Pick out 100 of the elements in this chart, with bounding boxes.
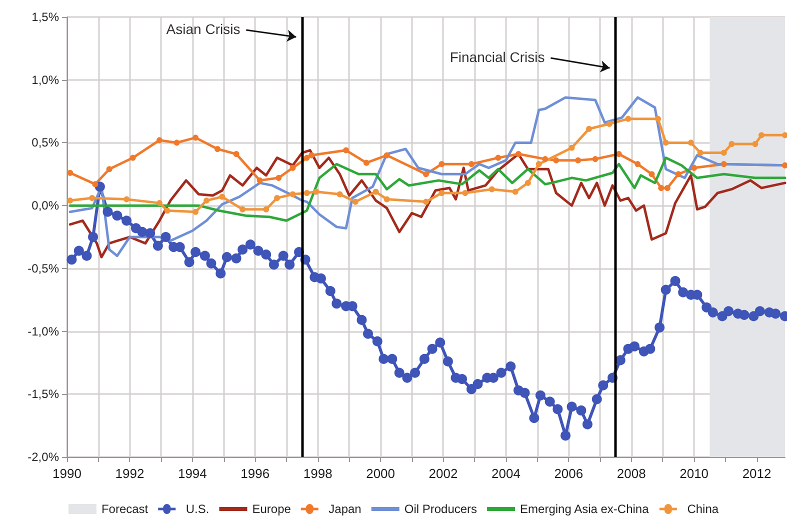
point bbox=[423, 198, 429, 205]
x-tick-label: 1998 bbox=[303, 466, 332, 481]
y-tick-label: 0,0% bbox=[32, 198, 60, 213]
x-tick-label: 1996 bbox=[240, 466, 270, 481]
point bbox=[728, 140, 735, 147]
point bbox=[592, 156, 598, 162]
point bbox=[662, 140, 669, 146]
point bbox=[648, 171, 655, 178]
line-series bbox=[68, 156, 786, 222]
point bbox=[438, 190, 445, 196]
point bbox=[313, 188, 320, 195]
point bbox=[336, 191, 343, 198]
point bbox=[363, 160, 370, 166]
legend-label: Emerging Asia ex-China bbox=[520, 502, 650, 516]
point bbox=[256, 177, 263, 184]
point bbox=[697, 150, 704, 156]
point bbox=[675, 171, 682, 178]
point bbox=[782, 132, 787, 138]
point bbox=[384, 196, 390, 202]
legend-label: Japan bbox=[328, 502, 362, 516]
point bbox=[263, 206, 270, 212]
point bbox=[352, 198, 358, 205]
point bbox=[720, 150, 727, 156]
point bbox=[89, 195, 96, 202]
point bbox=[214, 146, 220, 152]
point bbox=[524, 180, 531, 186]
annotation: Asian Crisis bbox=[166, 21, 240, 38]
point bbox=[782, 162, 787, 168]
point bbox=[290, 191, 296, 198]
x-tick-label: 1992 bbox=[115, 466, 144, 481]
point bbox=[488, 186, 495, 192]
point bbox=[462, 190, 468, 196]
point bbox=[192, 208, 199, 215]
point bbox=[343, 147, 350, 154]
y-tick-label: -0,5% bbox=[28, 261, 60, 276]
y-tick-label: -1,5% bbox=[28, 387, 60, 402]
point bbox=[536, 161, 542, 168]
point bbox=[691, 164, 698, 171]
legend-label: China bbox=[687, 502, 719, 516]
point bbox=[304, 154, 310, 161]
point bbox=[164, 208, 170, 214]
point bbox=[67, 198, 74, 204]
x-tick-label: 2002 bbox=[428, 466, 458, 481]
point bbox=[156, 137, 162, 144]
y-tick-label: 1,0% bbox=[32, 72, 60, 87]
point bbox=[384, 152, 390, 158]
x-tick-label: 1994 bbox=[178, 466, 207, 481]
point bbox=[468, 161, 474, 168]
point bbox=[720, 161, 727, 168]
x-tick-label: 2010 bbox=[680, 466, 709, 481]
legend-label: U.S. bbox=[186, 502, 210, 516]
y-tick-label: 0,5% bbox=[32, 136, 60, 150]
x-tick-label: 2006 bbox=[554, 466, 584, 481]
point bbox=[516, 151, 522, 158]
point bbox=[606, 120, 612, 127]
point bbox=[204, 198, 210, 204]
point bbox=[542, 156, 548, 162]
point bbox=[423, 171, 429, 178]
point bbox=[124, 196, 130, 202]
point bbox=[276, 174, 282, 181]
point bbox=[67, 170, 74, 176]
point bbox=[512, 188, 518, 195]
y-tick-label: -2,0% bbox=[28, 450, 60, 464]
point bbox=[658, 184, 664, 191]
x-tick-label: 1990 bbox=[52, 466, 82, 481]
point bbox=[372, 188, 379, 195]
point bbox=[290, 164, 296, 171]
point bbox=[304, 190, 310, 196]
point bbox=[664, 184, 670, 191]
point bbox=[308, 152, 315, 158]
x-tick-label: 2000 bbox=[366, 466, 395, 481]
y-tick-label: -1,0% bbox=[28, 324, 60, 338]
legend-label: Forecast bbox=[101, 502, 149, 516]
y-tick-label: 1,5% bbox=[32, 10, 60, 24]
point bbox=[233, 151, 240, 158]
point bbox=[495, 154, 502, 161]
point bbox=[92, 181, 98, 188]
point bbox=[634, 161, 641, 168]
legend-label: Oil Producers bbox=[404, 502, 478, 516]
point bbox=[274, 195, 280, 202]
line-series bbox=[68, 149, 786, 258]
point bbox=[586, 126, 592, 132]
annotation: Financial Crisis bbox=[450, 48, 545, 65]
point bbox=[575, 157, 582, 164]
point bbox=[553, 157, 560, 164]
point bbox=[156, 200, 162, 206]
point bbox=[655, 116, 662, 122]
x-tick-label: 2004 bbox=[491, 466, 520, 481]
point bbox=[438, 161, 445, 168]
point bbox=[174, 140, 180, 146]
point bbox=[568, 144, 575, 151]
x-tick-label: 2008 bbox=[616, 466, 646, 481]
point bbox=[688, 140, 694, 146]
point bbox=[752, 140, 758, 147]
point bbox=[625, 116, 632, 122]
point bbox=[192, 134, 199, 141]
point bbox=[758, 132, 764, 138]
point bbox=[130, 154, 136, 161]
point bbox=[219, 194, 226, 200]
x-tick-label: 2012 bbox=[742, 466, 772, 481]
